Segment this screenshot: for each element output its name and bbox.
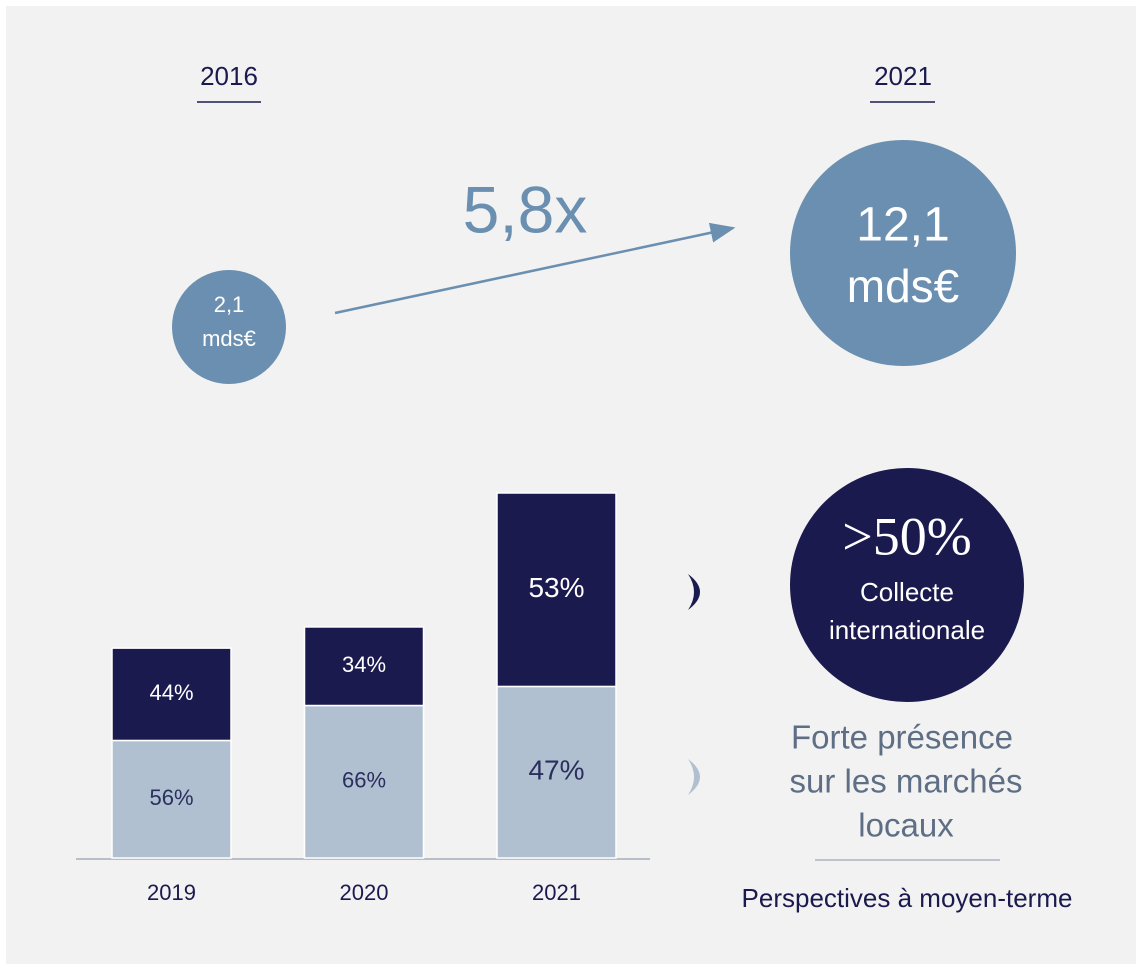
value-label: 53% [528, 572, 584, 603]
headline-caption: internationale [829, 615, 985, 645]
left-amount: 2,1 [214, 292, 245, 317]
headline-caption: Collecte [860, 577, 954, 607]
chevron [688, 574, 700, 610]
right-amount-unit: mds€ [847, 260, 959, 312]
value-label: 44% [149, 680, 193, 705]
value-label: 47% [528, 755, 584, 786]
right-amount: 12,1 [856, 199, 949, 252]
chevron [688, 759, 700, 795]
value-label: 56% [149, 785, 193, 810]
note-line: sur les marchés [790, 763, 1023, 800]
bar-segment [111, 739, 232, 859]
left-amount-unit: mds€ [202, 326, 256, 351]
footer: Perspectives à moyen-terme [742, 883, 1073, 913]
note-line: Forte présence [791, 719, 1013, 756]
left-circle [172, 270, 286, 384]
x-tick-label: 2021 [532, 880, 581, 905]
x-tick-label: 2020 [340, 880, 389, 905]
note-line: locaux [858, 807, 954, 844]
bar-segment [111, 647, 232, 742]
right-year: 2021 [874, 61, 932, 91]
multiplier: 5,8x [463, 172, 588, 246]
bar-segment [496, 492, 617, 688]
left-year: 2016 [200, 61, 258, 91]
right-circle [790, 140, 1016, 366]
bar-segment [303, 704, 425, 859]
bar-segment [496, 685, 617, 859]
headline-circle [790, 468, 1024, 702]
headline: >50% [842, 506, 971, 566]
bar-segment [303, 626, 425, 707]
value-label: 34% [342, 652, 386, 677]
x-tick-label: 2019 [147, 880, 196, 905]
growth-arrow [334, 222, 736, 315]
value-label: 66% [342, 768, 386, 793]
